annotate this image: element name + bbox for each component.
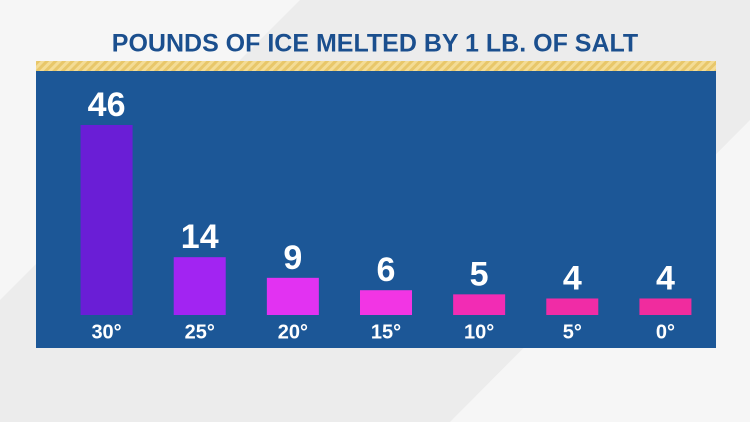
bar: [546, 298, 599, 315]
bar: [639, 298, 692, 315]
x-tick-label: 25°: [185, 321, 215, 343]
x-tick-label: 10°: [464, 321, 494, 343]
bar: [453, 294, 506, 315]
value-label: 4: [656, 259, 675, 297]
bar: [173, 257, 226, 315]
x-tick-label: 5°: [563, 321, 582, 343]
value-label: 46: [88, 86, 126, 124]
value-label: 14: [181, 218, 219, 256]
bar: [266, 277, 319, 315]
value-label: 4: [563, 259, 582, 297]
x-tick-label: 30°: [91, 321, 121, 343]
chart-title: POUNDS OF ICE MELTED BY 1 LB. OF SALT: [112, 30, 638, 58]
x-tick-label: 20°: [278, 321, 308, 343]
value-label: 6: [377, 251, 396, 289]
bar: [360, 290, 412, 315]
title-stripe: [36, 61, 716, 71]
x-tick-label: 15°: [371, 321, 401, 343]
bar: [80, 125, 133, 315]
value-label: 9: [283, 239, 302, 277]
x-tick-label: 0°: [656, 321, 675, 343]
value-label: 5: [470, 255, 489, 293]
